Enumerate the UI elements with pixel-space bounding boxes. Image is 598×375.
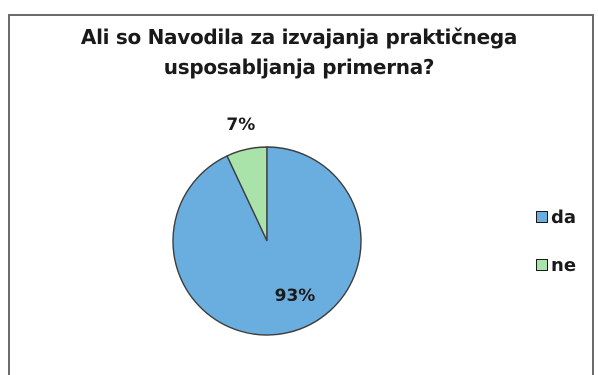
chart-title-line-2: usposabljanja primerna?	[163, 55, 435, 79]
pie-labels: 7% 93%	[226, 115, 315, 306]
pie-label-ne: 7%	[226, 115, 255, 135]
pie-label-da: 93%	[275, 286, 316, 306]
chart-legend: da ne	[536, 206, 576, 302]
legend-swatch-ne	[536, 259, 548, 271]
legend-label-da: da	[551, 206, 577, 228]
chart-title-line-1: Ali so Navodila za izvajanja praktičnega	[80, 25, 518, 49]
chart-title: Ali so Navodila za izvajanja praktičnega…	[0, 22, 598, 82]
legend-swatch-da	[536, 211, 548, 223]
legend-label-ne: ne	[551, 254, 577, 276]
pie-slice-da	[172, 146, 362, 336]
pie-slices	[172, 146, 362, 336]
legend-item-da: da	[536, 206, 576, 228]
legend-item-ne: ne	[536, 254, 576, 276]
